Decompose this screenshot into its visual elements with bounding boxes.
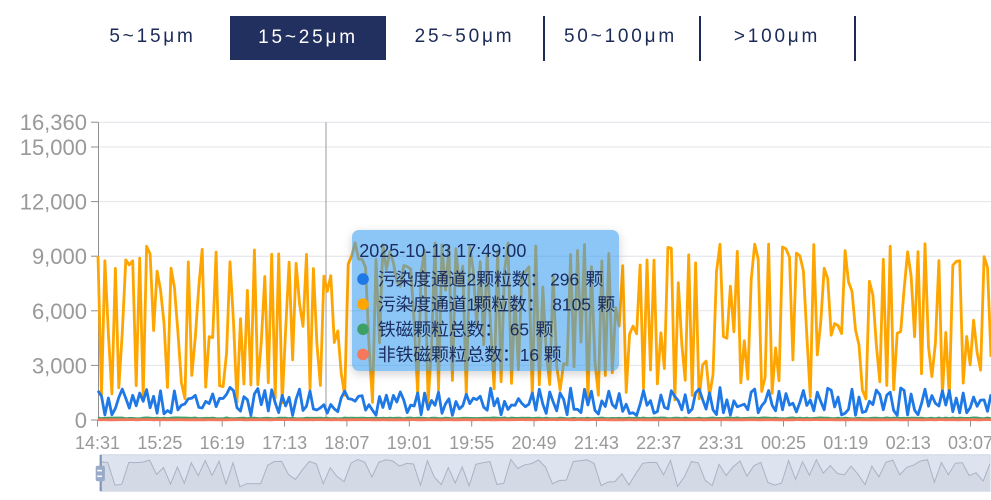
svg-text:03:07: 03:07	[948, 433, 991, 453]
svg-text:15,000: 15,000	[20, 135, 87, 160]
svg-text:01:19: 01:19	[823, 433, 868, 453]
svg-text:65: 65	[509, 320, 528, 340]
svg-text:3,000: 3,000	[32, 353, 87, 378]
svg-text:14:31: 14:31	[75, 433, 120, 453]
svg-text:2: 2	[466, 270, 476, 290]
svg-text:16:19: 16:19	[200, 433, 245, 453]
svg-text:8105: 8105	[552, 295, 591, 315]
svg-text:16: 16	[519, 345, 538, 365]
svg-text:18:07: 18:07	[324, 433, 369, 453]
svg-text:1: 1	[466, 295, 476, 315]
svg-text:2025-10-13 17:49:00: 2025-10-13 17:49:00	[359, 241, 526, 261]
svg-text:21:43: 21:43	[574, 433, 619, 453]
svg-text:12,000: 12,000	[20, 190, 87, 215]
svg-text:16,360: 16,360	[20, 110, 87, 135]
svg-text:23:31: 23:31	[699, 433, 744, 453]
svg-text:17:13: 17:13	[262, 433, 307, 453]
svg-text:9,000: 9,000	[32, 244, 87, 269]
svg-text:20:49: 20:49	[511, 433, 556, 453]
svg-text:02:13: 02:13	[886, 433, 931, 453]
svg-text:0: 0	[75, 408, 87, 433]
svg-text:22:37: 22:37	[636, 433, 681, 453]
svg-text:296: 296	[550, 270, 579, 290]
svg-text:19:01: 19:01	[387, 433, 432, 453]
svg-text:00:25: 00:25	[761, 433, 806, 453]
svg-text:15:25: 15:25	[137, 433, 182, 453]
svg-text:19:55: 19:55	[449, 433, 494, 453]
svg-text:6,000: 6,000	[32, 299, 87, 324]
